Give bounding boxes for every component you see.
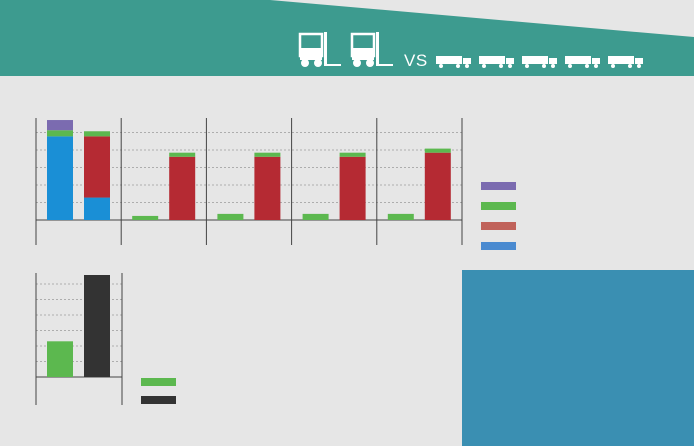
bar-segment-green xyxy=(47,130,73,137)
vs-label: VS xyxy=(404,51,428,70)
bar-segment-green xyxy=(84,131,110,137)
bar-black xyxy=(84,275,110,377)
header-banner xyxy=(0,0,694,76)
forklift-icon xyxy=(298,32,341,67)
bar-segment-red xyxy=(339,156,366,220)
truck-icon xyxy=(436,56,471,68)
bar-segment-blue xyxy=(84,197,110,220)
legend-swatch-purple xyxy=(481,182,516,190)
bar-segment-green xyxy=(254,152,281,157)
legend-swatch-legend_blue xyxy=(481,242,516,250)
bar-green xyxy=(47,341,73,377)
bar-segment-blue xyxy=(47,136,73,220)
bar-segment-green xyxy=(169,152,196,157)
truck-icon xyxy=(522,56,557,68)
bar-segment-green xyxy=(217,213,244,220)
legend-swatch-green xyxy=(481,202,516,210)
header-band xyxy=(0,0,694,76)
bar-segment-red xyxy=(254,156,281,220)
bar-segment-red xyxy=(169,156,196,220)
info-panel xyxy=(462,270,694,446)
comparison-bar-chart xyxy=(35,273,176,405)
bar-segment-green xyxy=(302,213,329,220)
bar-segment-green xyxy=(424,148,451,153)
bar-segment-purple xyxy=(47,120,73,131)
truck-icon xyxy=(608,56,643,68)
bar-segment-green xyxy=(339,152,366,157)
stacked-bar-chart xyxy=(35,118,516,250)
truck-icon xyxy=(565,56,600,68)
forklift-icon xyxy=(350,32,393,67)
legend-swatch-legend_red xyxy=(481,222,516,230)
bar-segment-red xyxy=(424,152,451,220)
bar-segment-green xyxy=(387,213,414,220)
legend-swatch-green xyxy=(141,378,176,386)
truck-icon xyxy=(479,56,514,68)
bar-segment-red xyxy=(84,136,110,198)
bar-segment-green xyxy=(132,215,159,220)
legend-swatch-black xyxy=(141,396,176,404)
